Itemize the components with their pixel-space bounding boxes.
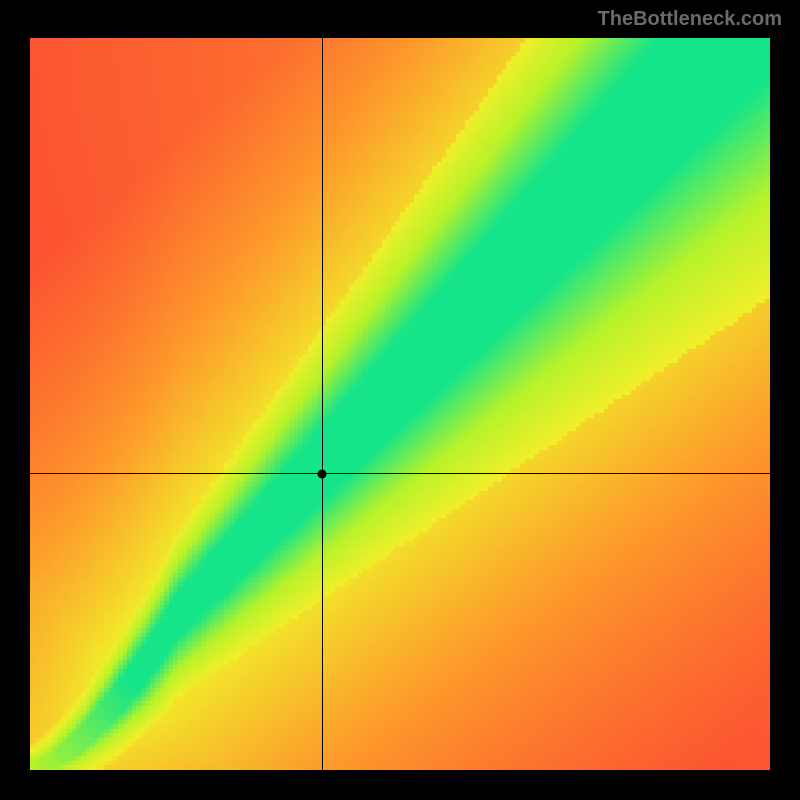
crosshair-dot <box>318 469 327 478</box>
frame-right <box>770 0 800 800</box>
watermark-text: TheBottleneck.com <box>598 8 782 31</box>
heatmap-canvas <box>30 38 770 770</box>
frame-left <box>0 0 30 800</box>
frame-bottom <box>0 770 800 800</box>
crosshair-horizontal <box>30 473 770 474</box>
crosshair-vertical <box>322 38 323 770</box>
chart-container: TheBottleneck.com <box>0 0 800 800</box>
